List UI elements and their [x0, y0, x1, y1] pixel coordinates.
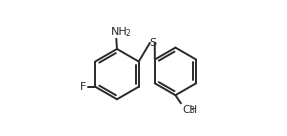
Text: S: S [149, 38, 156, 48]
Text: CH: CH [182, 105, 197, 115]
Text: 2: 2 [125, 29, 130, 38]
Text: NH: NH [111, 27, 127, 37]
Text: 3: 3 [190, 106, 195, 115]
Text: F: F [80, 82, 86, 92]
